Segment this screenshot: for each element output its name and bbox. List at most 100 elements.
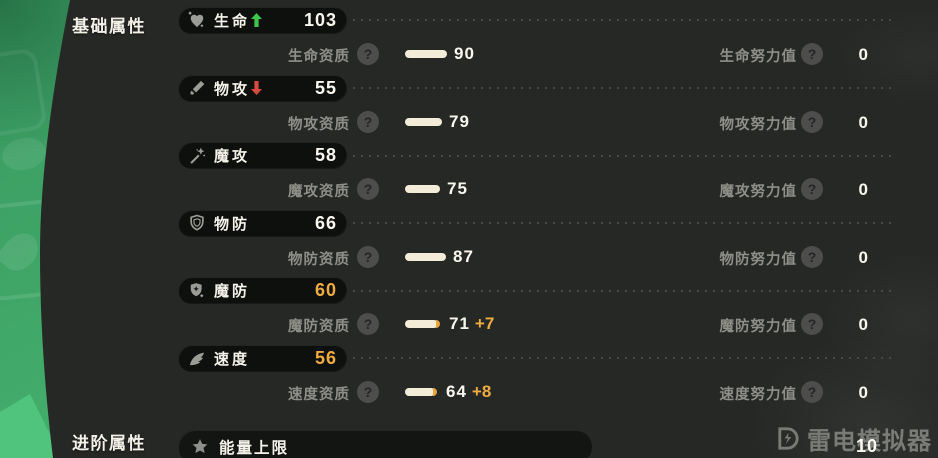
sword-icon: [187, 78, 207, 98]
dotted-divider: [353, 154, 897, 157]
aptitude-bar-group: 79: [405, 111, 470, 133]
stat-value: 55: [314, 77, 337, 98]
speed-wing-icon: [187, 348, 207, 368]
magic-shield-icon: [187, 281, 207, 301]
aptitude-bar-group: 75: [405, 178, 468, 200]
aptitude-value: 64: [446, 381, 467, 401]
trend-down-icon: [251, 81, 263, 95]
stat-name: 物攻: [214, 80, 251, 98]
aptitude-bar-group: 71 +7: [405, 313, 494, 335]
heart-icon: [187, 10, 207, 30]
aptitude-value: 87: [453, 246, 474, 266]
stat-pill-hp[interactable]: 生命 103: [178, 6, 347, 34]
emulator-watermark: 雷电模拟器: [774, 421, 932, 456]
star-icon: [190, 437, 210, 457]
aptitude-bar: [405, 117, 442, 126]
stat-value: 56: [314, 347, 337, 368]
dotted-divider: [353, 19, 897, 21]
help-icon[interactable]: ?: [801, 245, 823, 268]
effort-value: 0: [858, 315, 868, 334]
stat-pill-speed[interactable]: 速度 56: [178, 344, 347, 372]
stat-pill-energy-cap[interactable]: 能量上限: [178, 430, 592, 458]
help-icon[interactable]: ?: [357, 43, 379, 65]
stat-pill-matk[interactable]: 魔攻 58: [178, 142, 347, 169]
aptitude-value: 79: [449, 111, 470, 131]
help-icon[interactable]: ?: [801, 380, 823, 403]
help-icon[interactable]: ?: [801, 178, 823, 200]
energy-cap-value: 10: [855, 436, 878, 456]
effort-label: 速度努力值: [719, 386, 797, 403]
aptitude-value: 75: [447, 179, 468, 198]
effort-label: 物攻努力值: [719, 116, 797, 133]
aptitude-label: 速度资质: [288, 386, 350, 403]
help-icon[interactable]: ?: [357, 313, 379, 335]
help-icon[interactable]: ?: [357, 178, 379, 200]
aptitude-bonus: +7: [474, 314, 495, 333]
aptitude-bar: [405, 185, 440, 193]
dotted-divider: [353, 357, 897, 359]
aptitude-label: 魔防资质: [288, 319, 350, 335]
effort-value: 0: [858, 112, 868, 132]
aptitude-bonus: +8: [471, 381, 492, 401]
stat-value: 60: [314, 280, 337, 300]
aptitude-bar-group: 64 +8: [405, 381, 491, 403]
stat-name: 速度: [214, 350, 251, 368]
effort-value: 0: [858, 247, 868, 267]
wand-icon: [187, 146, 207, 166]
help-icon[interactable]: ?: [801, 110, 823, 133]
aptitude-bar: [405, 320, 438, 328]
aptitude-bar-group: 90: [405, 43, 475, 65]
effort-label: 物防努力值: [719, 251, 797, 268]
effort-label: 魔防努力值: [719, 319, 797, 335]
watermark-text: 雷电模拟器: [807, 428, 932, 455]
shield-icon: [187, 213, 207, 233]
effort-value: 0: [858, 382, 868, 402]
stat-pill-mdef[interactable]: 魔防 60: [178, 277, 347, 304]
aptitude-bar: [405, 50, 447, 58]
aptitude-label: 物攻资质: [288, 116, 350, 133]
stat-name: 魔防: [214, 283, 251, 300]
aptitude-bar-bonus: [433, 387, 437, 396]
stat-name: 物防: [214, 215, 251, 233]
help-icon[interactable]: ?: [357, 380, 379, 403]
stat-name: 能量上限: [219, 440, 290, 457]
help-icon[interactable]: ?: [801, 313, 823, 335]
stat-value: 58: [314, 145, 337, 165]
aptitude-value: 71: [449, 314, 470, 333]
help-icon[interactable]: ?: [801, 43, 823, 65]
stat-pill-patk[interactable]: 物攻 55: [178, 74, 347, 102]
stat-pill-pdef[interactable]: 物防 66: [178, 209, 347, 237]
section-advanced-attributes: 进阶属性: [72, 434, 146, 453]
dotted-divider: [353, 222, 897, 224]
aptitude-label: 物防资质: [288, 251, 350, 268]
stat-value: 66: [314, 212, 337, 233]
aptitude-bar: [405, 252, 446, 261]
aptitude-bar-bonus: [436, 320, 440, 328]
stat-name: 生命: [214, 12, 251, 30]
stat-name: 魔攻: [214, 148, 251, 165]
section-basic-attributes: 基础属性: [72, 17, 146, 36]
aptitude-label: 生命资质: [288, 49, 350, 65]
effort-label: 魔攻努力值: [719, 184, 797, 200]
trend-up-icon: [251, 13, 263, 27]
aptitude-label: 魔攻资质: [288, 184, 350, 200]
dotted-divider: [353, 87, 897, 89]
help-icon[interactable]: ?: [357, 245, 379, 268]
aptitude-value: 90: [454, 44, 475, 63]
effort-label: 生命努力值: [719, 49, 797, 65]
aptitude-bar: [405, 387, 435, 396]
ldplayer-logo-icon: [774, 425, 801, 452]
aptitude-bar-group: 87: [405, 246, 474, 268]
effort-value: 0: [858, 45, 868, 64]
dotted-divider: [353, 289, 897, 292]
help-icon[interactable]: ?: [357, 110, 379, 133]
stat-value: 103: [303, 9, 337, 30]
effort-value: 0: [858, 180, 868, 199]
